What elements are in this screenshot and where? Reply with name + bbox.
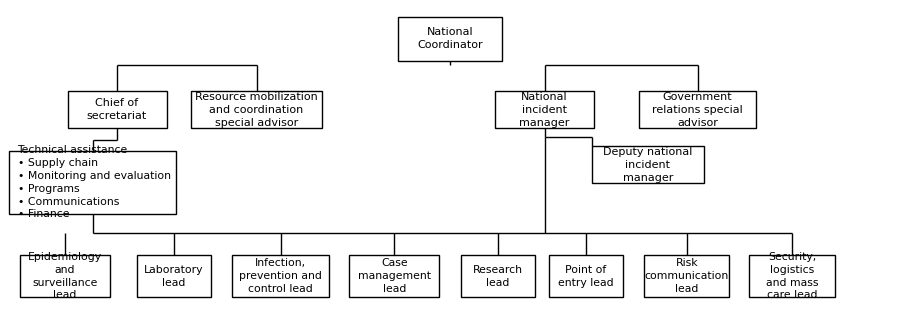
FancyBboxPatch shape <box>191 91 321 128</box>
FancyBboxPatch shape <box>68 91 166 128</box>
Text: Government
relations special
advisor: Government relations special advisor <box>652 92 742 128</box>
Text: Deputy national
incident
manager: Deputy national incident manager <box>603 147 693 182</box>
Text: National
incident
manager: National incident manager <box>519 92 570 128</box>
Text: Security,
logistics
and mass
care lead: Security, logistics and mass care lead <box>766 252 818 300</box>
FancyBboxPatch shape <box>749 255 835 297</box>
FancyBboxPatch shape <box>549 255 623 297</box>
Text: Infection,
prevention and
control lead: Infection, prevention and control lead <box>239 258 322 294</box>
FancyBboxPatch shape <box>592 146 704 183</box>
FancyBboxPatch shape <box>644 255 729 297</box>
FancyBboxPatch shape <box>398 17 502 61</box>
Text: Case
management
lead: Case management lead <box>357 258 431 294</box>
FancyBboxPatch shape <box>232 255 329 297</box>
Text: Chief of
secretariat: Chief of secretariat <box>87 99 147 121</box>
Text: Technical assistance
• Supply chain
• Monitoring and evaluation
• Programs
• Com: Technical assistance • Supply chain • Mo… <box>17 145 171 220</box>
Text: Risk
communication
lead: Risk communication lead <box>644 258 729 294</box>
Text: Point of
entry lead: Point of entry lead <box>558 265 614 287</box>
Text: National
Coordinator: National Coordinator <box>418 27 482 50</box>
FancyBboxPatch shape <box>349 255 439 297</box>
Text: Laboratory
lead: Laboratory lead <box>144 265 203 287</box>
FancyBboxPatch shape <box>137 255 211 297</box>
FancyBboxPatch shape <box>461 255 535 297</box>
FancyBboxPatch shape <box>495 91 594 128</box>
Text: Epidemiology
and
surveillance
lead: Epidemiology and surveillance lead <box>28 252 102 300</box>
FancyBboxPatch shape <box>639 91 756 128</box>
Text: Resource mobilization
and coordination
special advisor: Resource mobilization and coordination s… <box>195 92 318 128</box>
Text: Research
lead: Research lead <box>472 265 523 287</box>
FancyBboxPatch shape <box>20 255 110 297</box>
FancyBboxPatch shape <box>9 151 176 214</box>
